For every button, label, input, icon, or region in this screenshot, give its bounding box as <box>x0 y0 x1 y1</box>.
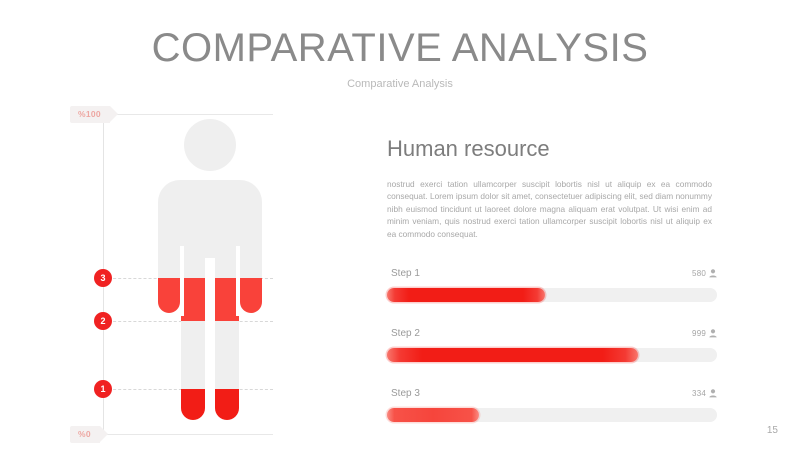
person-icon <box>709 269 717 278</box>
step-header: Step 1 580 <box>387 268 717 282</box>
step-value-group: 580 <box>692 269 717 278</box>
page-subtitle: Comparative Analysis <box>347 78 453 90</box>
figure-leg-gap <box>205 258 215 423</box>
content-heading: Human resource <box>387 136 550 161</box>
step-value-group: 334 <box>692 389 717 398</box>
step-progress-track[interactable] <box>387 288 717 302</box>
step-progress-track[interactable] <box>387 408 717 422</box>
step-value: 334 <box>692 389 706 398</box>
step-value: 999 <box>692 329 706 338</box>
step-label: Step 3 <box>391 388 420 399</box>
content-paragraph: nostrud exerci tation ullamcorper suscip… <box>387 179 712 239</box>
step-list: Step 1 580 Step 2 999 <box>387 268 717 448</box>
step-value: 580 <box>692 269 706 278</box>
step-row: Step 3 334 <box>387 388 717 426</box>
step-progress-fill <box>387 348 638 362</box>
step-label: Step 2 <box>391 328 420 339</box>
step-progress-fill <box>387 288 546 302</box>
level-marker-1[interactable]: 1 <box>94 380 112 398</box>
figure-arm-gap-right <box>236 246 240 316</box>
step-row: Step 1 580 <box>387 268 717 306</box>
step-header: Step 2 999 <box>387 328 717 342</box>
step-value-group: 999 <box>692 329 717 338</box>
step-progress-track[interactable] <box>387 348 717 362</box>
gridline-top <box>103 114 273 115</box>
person-icon <box>709 329 717 338</box>
level-marker-2[interactable]: 2 <box>94 312 112 330</box>
person-icon <box>709 389 717 398</box>
step-label: Step 1 <box>391 268 420 279</box>
step-progress-fill <box>387 408 480 422</box>
figure-arm-gap-left <box>180 246 184 316</box>
level-marker-3[interactable]: 3 <box>94 269 112 287</box>
axis-label-top: %100 <box>70 105 118 123</box>
axis-label-bottom: %0 <box>70 425 108 443</box>
page-number: 15 <box>766 425 778 436</box>
human-figure-icon <box>130 118 290 423</box>
page-title: COMPARATIVE ANALYSIS <box>151 26 649 70</box>
gridline-bottom <box>103 434 273 435</box>
step-header: Step 3 334 <box>387 388 717 402</box>
step-row: Step 2 999 <box>387 328 717 366</box>
